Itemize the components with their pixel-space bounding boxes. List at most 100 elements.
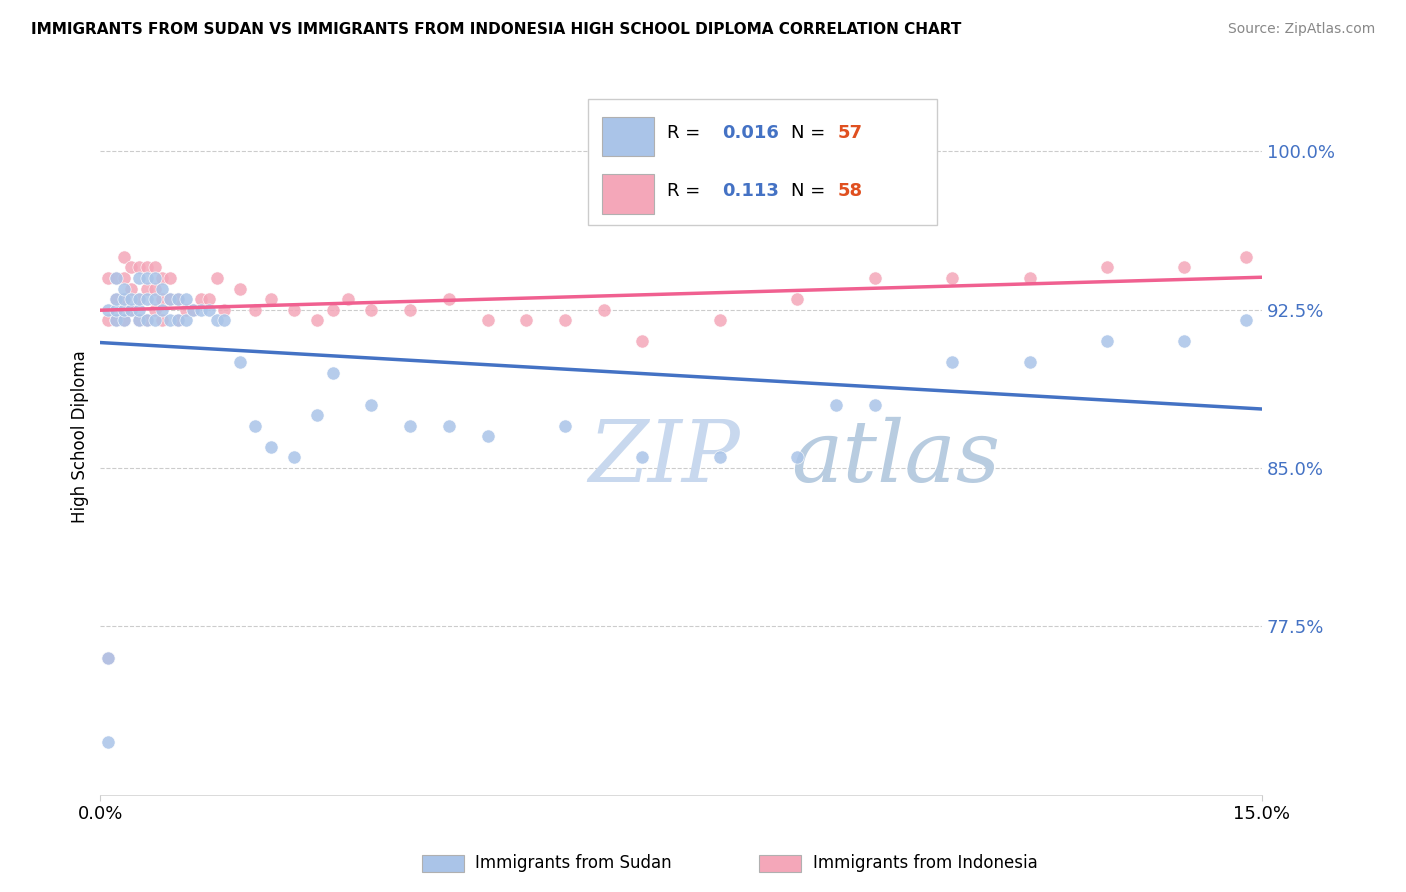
Point — [97, 651, 120, 665]
Point — [128, 271, 150, 285]
Point — [150, 313, 173, 327]
Point — [437, 292, 460, 306]
Point — [322, 366, 344, 380]
Point — [112, 281, 135, 295]
Point — [135, 281, 157, 295]
Point — [941, 355, 963, 369]
Point — [825, 398, 848, 412]
Point — [174, 313, 197, 327]
Point — [863, 398, 886, 412]
Point — [97, 735, 120, 749]
Point — [128, 313, 150, 327]
Point — [150, 271, 173, 285]
Point — [245, 418, 267, 433]
Point — [181, 302, 204, 317]
Point — [104, 271, 127, 285]
FancyBboxPatch shape — [602, 174, 654, 214]
Text: Immigrants from Indonesia: Immigrants from Indonesia — [813, 855, 1038, 872]
Text: N =: N = — [792, 124, 831, 143]
Point — [212, 313, 235, 327]
Point — [941, 271, 963, 285]
Point — [135, 313, 157, 327]
Point — [1234, 313, 1257, 327]
Text: 57: 57 — [838, 124, 863, 143]
Point — [283, 450, 305, 465]
Point — [120, 302, 142, 317]
Point — [631, 334, 654, 349]
Point — [120, 281, 142, 295]
Text: 58: 58 — [838, 182, 863, 200]
Point — [307, 313, 329, 327]
Point — [128, 313, 150, 327]
Point — [104, 292, 127, 306]
Point — [128, 302, 150, 317]
Point — [112, 292, 135, 306]
Point — [97, 302, 120, 317]
Point — [112, 313, 135, 327]
Text: Source: ZipAtlas.com: Source: ZipAtlas.com — [1227, 22, 1375, 37]
Text: ZIP: ZIP — [588, 417, 740, 500]
Point — [174, 292, 197, 306]
Point — [104, 292, 127, 306]
Point — [229, 281, 252, 295]
Point — [104, 313, 127, 327]
Point — [592, 302, 614, 317]
Point — [135, 260, 157, 275]
Point — [360, 398, 382, 412]
Point — [150, 281, 173, 295]
Point — [1234, 250, 1257, 264]
Point — [260, 292, 283, 306]
Point — [283, 302, 305, 317]
Point — [97, 313, 120, 327]
Point — [120, 292, 142, 306]
Point — [135, 313, 157, 327]
Point — [128, 292, 150, 306]
Point — [166, 292, 188, 306]
Point — [166, 313, 188, 327]
Point — [399, 418, 422, 433]
Point — [205, 313, 228, 327]
FancyBboxPatch shape — [602, 117, 654, 156]
Point — [554, 418, 576, 433]
Point — [477, 429, 499, 443]
Point — [709, 450, 731, 465]
Point — [399, 302, 422, 317]
Point — [112, 292, 135, 306]
Point — [112, 302, 135, 317]
Point — [786, 450, 808, 465]
Point — [143, 260, 166, 275]
Point — [112, 250, 135, 264]
Point — [181, 302, 204, 317]
Point — [1095, 334, 1118, 349]
Point — [143, 271, 166, 285]
Text: R =: R = — [668, 124, 706, 143]
Point — [150, 292, 173, 306]
Point — [143, 292, 166, 306]
Text: IMMIGRANTS FROM SUDAN VS IMMIGRANTS FROM INDONESIA HIGH SCHOOL DIPLOMA CORRELATI: IMMIGRANTS FROM SUDAN VS IMMIGRANTS FROM… — [31, 22, 962, 37]
FancyBboxPatch shape — [588, 99, 936, 225]
Point — [229, 355, 252, 369]
Point — [159, 271, 181, 285]
Point — [143, 313, 166, 327]
Point — [863, 271, 886, 285]
Point — [128, 292, 150, 306]
Point — [143, 302, 166, 317]
Point — [1173, 260, 1195, 275]
Point — [212, 302, 235, 317]
Point — [515, 313, 537, 327]
Point — [322, 302, 344, 317]
Point — [205, 271, 228, 285]
Point — [360, 302, 382, 317]
Point — [190, 292, 212, 306]
Point — [135, 292, 157, 306]
Point — [112, 271, 135, 285]
Point — [97, 271, 120, 285]
Point — [104, 302, 127, 317]
Point — [197, 302, 219, 317]
Point — [477, 313, 499, 327]
Point — [260, 440, 283, 454]
Point — [1173, 334, 1195, 349]
Text: atlas: atlas — [792, 417, 1001, 500]
Point — [166, 292, 188, 306]
Text: R =: R = — [668, 182, 706, 200]
